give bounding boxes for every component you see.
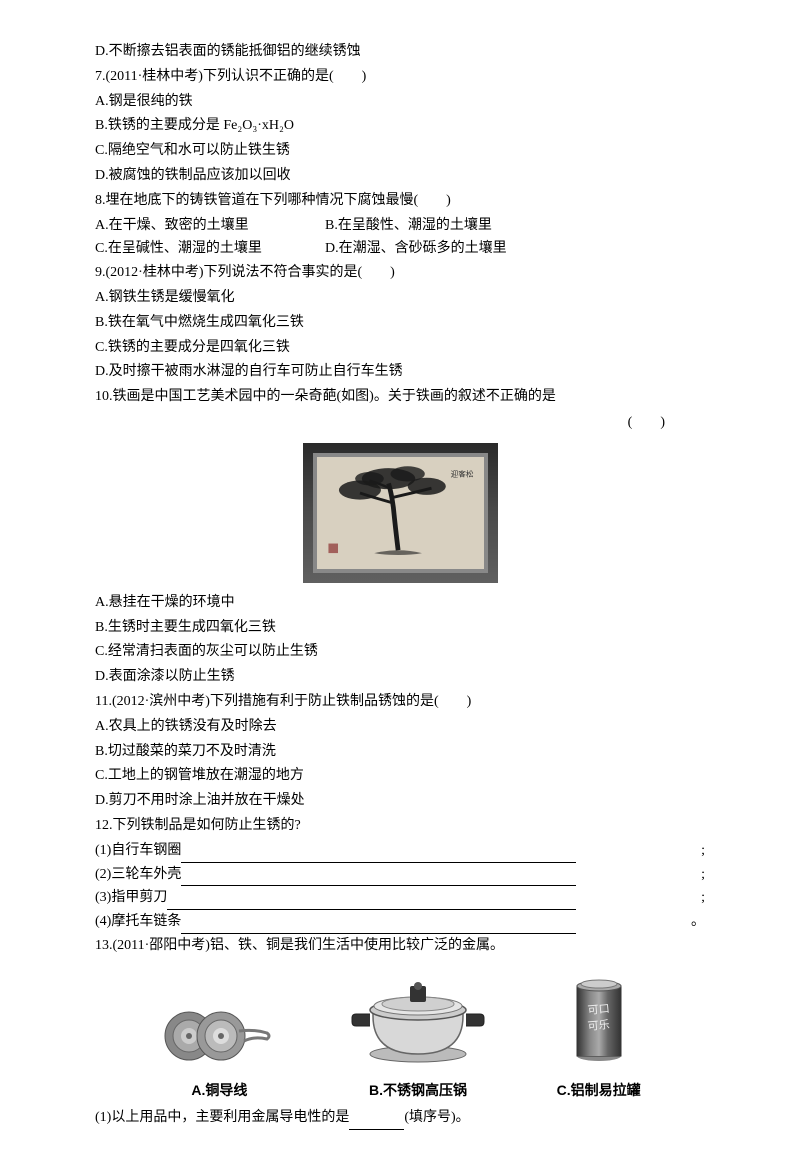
- q9-option-b: B.铁在氧气中燃烧生成四氧化三铁: [95, 311, 705, 335]
- q9-option-d: D.及时擦干被雨水淋湿的自行车可防止自行车生锈: [95, 360, 705, 384]
- q7-option-a: A.钢是很纯的铁: [95, 90, 705, 114]
- q7-option-c: C.隔绝空气和水可以防止铁生锈: [95, 139, 705, 163]
- q12-p3-blank[interactable]: [167, 896, 576, 910]
- product-b: B.不锈钢高压锅: [348, 966, 488, 1103]
- aluminum-can-icon: 可口 可乐: [564, 971, 634, 1066]
- copper-wire-icon: [159, 981, 279, 1066]
- product-c-label: C.铝制易拉罐: [557, 1079, 641, 1103]
- q10-image-container: 迎客松: [95, 443, 705, 583]
- q12-p4-label: (4)摩托车链条: [95, 914, 181, 929]
- product-c: 可口 可乐 C.铝制易拉罐: [557, 971, 641, 1103]
- q9-option-c: C.铁锈的主要成分是四氧化三铁: [95, 336, 705, 360]
- tree-icon: 迎客松: [317, 457, 484, 569]
- q13-stem: 13.(2011·邵阳中考)铝、铁、铜是我们生活中使用比较广泛的金属。: [95, 934, 705, 958]
- q10-option-b: B.生锈时主要生成四氧化三铁: [95, 616, 705, 640]
- q13-sub1-blank[interactable]: [349, 1116, 404, 1130]
- q7-option-d: D.被腐蚀的铁制品应该加以回收: [95, 164, 705, 188]
- q10-stem: 10.铁画是中国工艺美术园中的一朵奇葩(如图)。关于铁画的叙述不正确的是: [95, 385, 705, 409]
- q10-painting: 迎客松: [313, 453, 488, 573]
- q10-option-a: A.悬挂在干燥的环境中: [95, 591, 705, 615]
- q12-p4-blank[interactable]: [181, 920, 576, 934]
- semicolon: ;: [701, 839, 705, 863]
- q8-option-c: C.在呈碱性、潮湿的土壤里: [95, 237, 325, 261]
- svg-text:迎客松: 迎客松: [450, 468, 473, 478]
- q12-stem: 12.下列铁制品是如何防止生锈的?: [95, 814, 705, 838]
- q12-p2-blank[interactable]: [181, 872, 576, 886]
- q6-option-d: D.不断擦去铝表面的锈能抵御铝的继续锈蚀: [95, 40, 705, 64]
- q10-option-c: C.经常清扫表面的灰尘可以防止生锈: [95, 640, 705, 664]
- product-a-label: A.铜导线: [159, 1079, 279, 1103]
- q8-stem: 8.埋在地底下的铸铁管道在下列哪种情况下腐蚀最慢( ): [95, 189, 705, 213]
- q11-option-d: D.剪刀不用时涂上油并放在干燥处: [95, 789, 705, 813]
- q13-sub1-pre: (1)以上用品中，主要利用金属导电性的是: [95, 1110, 349, 1125]
- q7-option-b: B.铁锈的主要成分是 Fe₂O₃·xH₂O: [95, 114, 705, 138]
- q12-p1-blank[interactable]: [181, 849, 576, 863]
- semicolon: ;: [701, 886, 705, 910]
- q9-stem: 9.(2012·桂林中考)下列说法不符合事实的是( ): [95, 261, 705, 285]
- q12-p2-label: (2)三轮车外壳: [95, 867, 181, 882]
- q8-option-b: B.在呈酸性、潮湿的土壤里: [325, 214, 492, 238]
- period: 。: [691, 910, 705, 934]
- svg-text:可乐: 可乐: [587, 1018, 610, 1033]
- q11-option-a: A.农具上的铁锈没有及时除去: [95, 715, 705, 739]
- q11-option-b: B.切过酸菜的菜刀不及时清洗: [95, 740, 705, 764]
- q13-sub1: (1)以上用品中，主要利用金属导电性的是 (填序号)。: [95, 1106, 705, 1130]
- q9-option-a: A.钢铁生锈是缓慢氧化: [95, 286, 705, 310]
- svg-text:可口: 可口: [587, 1003, 610, 1017]
- pressure-cooker-icon: [348, 966, 488, 1066]
- q13-sub1-post: (填序号)。: [404, 1110, 469, 1125]
- q10-frame: 迎客松: [303, 443, 498, 583]
- product-a: A.铜导线: [159, 981, 279, 1103]
- q12-p3-label: (3)指甲剪刀: [95, 890, 167, 905]
- semicolon: ;: [701, 863, 705, 887]
- q8-option-d: D.在潮湿、含砂砾多的土壤里: [325, 237, 507, 261]
- product-b-label: B.不锈钢高压锅: [348, 1079, 488, 1103]
- q7-stem: 7.(2011·桂林中考)下列认识不正确的是( ): [95, 65, 705, 89]
- q10-paren: ( ): [95, 411, 705, 435]
- q11-stem: 11.(2012·滨州中考)下列措施有利于防止铁制品锈蚀的是( ): [95, 690, 705, 714]
- q12-p1-label: (1)自行车钢圈: [95, 843, 181, 858]
- q10-option-d: D.表面涂漆以防止生锈: [95, 665, 705, 689]
- q11-option-c: C.工地上的钢管堆放在潮湿的地方: [95, 764, 705, 788]
- q8-option-a: A.在干燥、致密的土壤里: [95, 214, 325, 238]
- products-row: A.铜导线 B.不锈钢高压锅: [95, 966, 705, 1103]
